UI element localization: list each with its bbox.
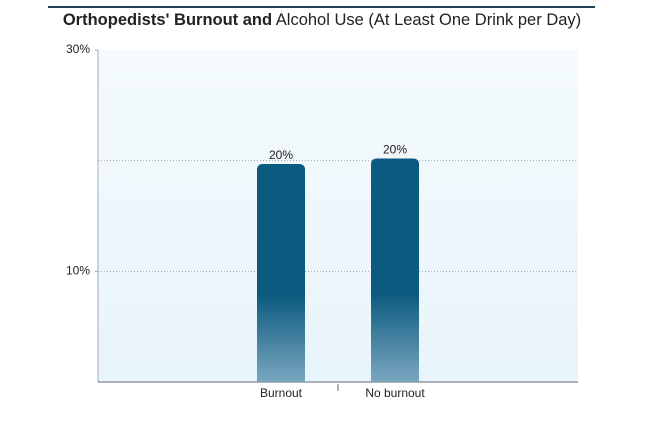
y-tick-label: 30% xyxy=(66,42,90,56)
chart-title: Orthopedists' Burnout and Alcohol Use (A… xyxy=(63,11,581,29)
title-regular: Alcohol Use (At Least One Drink per Day) xyxy=(276,11,581,29)
x-tick-label: No burnout xyxy=(365,386,425,400)
title-bold: Orthopedists' Burnout and xyxy=(63,11,272,29)
bar xyxy=(371,158,419,382)
value-label: 20% xyxy=(383,143,407,157)
bar xyxy=(257,163,305,382)
value-label: 20% xyxy=(269,148,293,162)
x-tick-label: Burnout xyxy=(260,386,303,400)
y-tick-label: 10% xyxy=(66,264,90,278)
plot-area xyxy=(98,50,578,382)
